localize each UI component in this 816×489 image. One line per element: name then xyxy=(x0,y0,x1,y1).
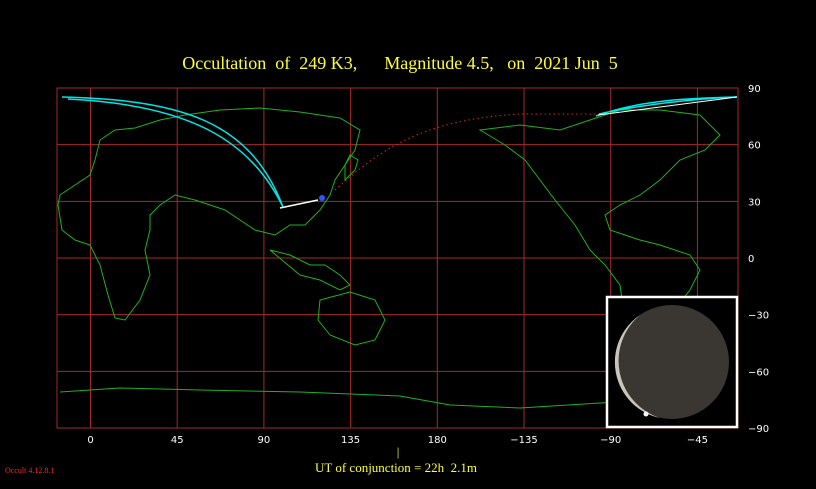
lat-label: 0 xyxy=(748,254,754,265)
lat-label: −30 xyxy=(748,311,769,322)
star xyxy=(643,411,649,417)
conjunction-marker: | xyxy=(397,444,400,459)
lat-label: 60 xyxy=(748,141,761,152)
lon-label: 90 xyxy=(258,435,271,446)
lon-label: 180 xyxy=(428,435,447,446)
moon-inset xyxy=(605,295,739,429)
lon-label: −90 xyxy=(600,435,621,446)
daylight-path xyxy=(334,113,600,191)
lon-label: 0 xyxy=(87,435,93,446)
moon xyxy=(615,305,729,419)
conjunction-time: UT of conjunction = 22h 2.1m xyxy=(315,460,477,475)
lat-label: 30 xyxy=(748,197,761,208)
version: Occult 4.12.8.1 xyxy=(5,466,54,475)
conjunction-point xyxy=(319,195,325,201)
lat-label: −90 xyxy=(748,424,769,435)
moon-crescent xyxy=(614,315,660,418)
lon-label: −135 xyxy=(510,435,537,446)
lon-label: 135 xyxy=(341,435,360,446)
lat-label: 90 xyxy=(748,84,761,95)
central-line xyxy=(279,199,319,209)
grid xyxy=(57,88,738,428)
lat-label: −60 xyxy=(748,367,769,378)
lon-label: −45 xyxy=(687,435,708,446)
title: Occultation of 249 K3, Magnitude 4.5, on… xyxy=(182,53,617,73)
occultation-path xyxy=(61,96,738,209)
lon-label: 45 xyxy=(171,435,184,446)
central-line-east xyxy=(597,96,738,116)
